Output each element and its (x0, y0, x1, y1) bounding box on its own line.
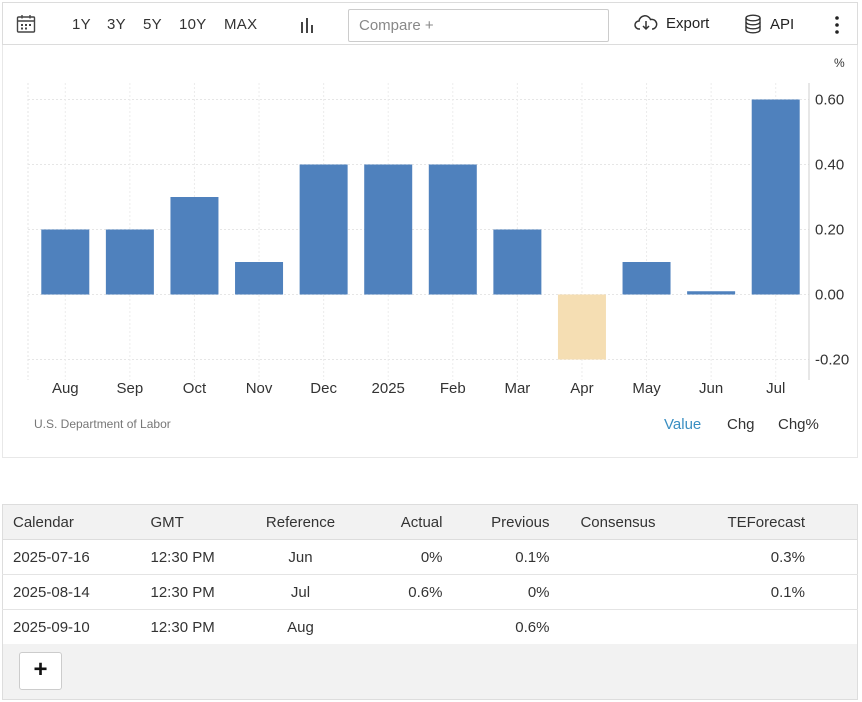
x-tick-label: Oct (183, 380, 207, 397)
cell-actual: 0.6% (355, 574, 451, 610)
header-previous: Previous (450, 504, 556, 540)
x-tick-label: Jul (766, 380, 785, 397)
range-max-button[interactable]: MAX (224, 16, 258, 33)
cell-previous: 0.6% (450, 609, 556, 645)
cell-gmt: 12:30 PM (140, 609, 246, 645)
export-button[interactable]: Export (634, 14, 709, 32)
range-10y-button[interactable]: 10Y (179, 16, 207, 33)
cell-previous: 0% (450, 574, 556, 610)
source-label: U.S. Department of Labor (34, 417, 171, 431)
cell-gmt: 12:30 PM (140, 539, 246, 575)
export-label: Export (666, 14, 710, 32)
chart-toolbar: 1Y 3Y 5Y 10Y MAX Export API (2, 2, 858, 45)
header-reference: Reference (245, 504, 356, 540)
header-actual: Actual (355, 504, 451, 540)
table-footer: + (2, 644, 858, 700)
table-header-row: Calendar GMT Reference Actual Previous C… (2, 504, 858, 540)
range-5y-button[interactable]: 5Y (143, 16, 162, 33)
bar (170, 197, 219, 295)
y-tick-label: 0.00 (815, 287, 844, 304)
add-event-button[interactable]: + (19, 652, 62, 690)
database-icon (745, 14, 761, 34)
cell-calendar: 2025-09-10 (2, 609, 141, 645)
api-label: API (770, 15, 795, 33)
x-tick-label: Jun (699, 380, 723, 397)
cell-gmt: 12:30 PM (140, 574, 246, 610)
x-tick-label: Feb (440, 380, 466, 397)
y-tick-label: 0.40 (815, 157, 844, 174)
table-row: 2025-07-16 12:30 PM Jun 0% 0.1% 0.3% (2, 539, 858, 575)
mode-chg-tab[interactable]: Chg (727, 416, 755, 433)
header-calendar: Calendar (2, 504, 141, 540)
cell-reference: Aug (245, 609, 356, 645)
cell-consensus (555, 574, 681, 610)
header-gmt: GMT (140, 504, 246, 540)
cell-calendar: 2025-07-16 (2, 539, 141, 575)
y-unit-label: % (834, 56, 845, 70)
bar (687, 291, 736, 295)
compare-input[interactable] (348, 9, 609, 42)
cell-teforecast (680, 609, 858, 645)
x-tick-label: 2025 (372, 380, 405, 397)
cell-reference: Jun (245, 539, 356, 575)
bar (557, 294, 606, 360)
x-tick-label: Nov (246, 380, 273, 397)
y-tick-label: 0.60 (815, 92, 844, 109)
chart-type-icon[interactable] (300, 17, 316, 33)
cell-consensus (555, 609, 681, 645)
table-row: 2025-08-14 12:30 PM Jul 0.6% 0% 0.1% (2, 574, 858, 610)
header-teforecast: TEForecast (680, 504, 858, 540)
x-tick-label: Dec (310, 380, 337, 397)
bar-chart: 0.60 0.40 0.20 0.00 -0.20% Aug Sep Oct Nov Dec 202… (27, 56, 849, 397)
bar (751, 99, 800, 295)
mode-chg-pct-tab[interactable]: Chg% (778, 416, 819, 433)
y-tick-label: -0.20 (815, 352, 849, 369)
y-tick-label: 0.20 (815, 222, 844, 239)
cell-previous: 0.1% (450, 539, 556, 575)
calendar-table: Calendar GMT Reference Actual Previous C… (2, 504, 858, 645)
x-tick-label: May (632, 380, 661, 397)
table-row: 2025-09-10 12:30 PM Aug 0.6% (2, 609, 858, 645)
chart-panel: 0.60 0.40 0.20 0.00 -0.20% Aug Sep Oct Nov Dec 202… (2, 45, 858, 458)
bar (41, 229, 90, 295)
x-tick-label: Apr (570, 380, 593, 397)
bar (105, 229, 154, 295)
more-options-icon[interactable] (829, 15, 845, 35)
bar (428, 164, 477, 295)
cell-actual: 0% (355, 539, 451, 575)
cell-actual (355, 609, 451, 645)
x-tick-label: Sep (117, 380, 144, 397)
bar (235, 262, 284, 295)
x-tick-label: Mar (504, 380, 530, 397)
cloud-download-icon (634, 15, 658, 31)
range-1y-button[interactable]: 1Y (72, 16, 91, 33)
cell-calendar: 2025-08-14 (2, 574, 141, 610)
calendar-icon[interactable] (16, 14, 36, 34)
cell-teforecast: 0.3% (680, 539, 858, 575)
range-3y-button[interactable]: 3Y (107, 16, 126, 33)
bar (299, 164, 348, 295)
bar (622, 262, 671, 295)
header-consensus: Consensus (555, 504, 681, 540)
bar (364, 164, 413, 295)
api-button[interactable]: API (744, 14, 794, 34)
cell-reference: Jul (245, 574, 356, 610)
cell-consensus (555, 539, 681, 575)
bar (493, 229, 542, 295)
mode-value-tab[interactable]: Value (664, 416, 702, 433)
x-tick-label: Aug (52, 380, 79, 397)
cell-teforecast: 0.1% (680, 574, 858, 610)
